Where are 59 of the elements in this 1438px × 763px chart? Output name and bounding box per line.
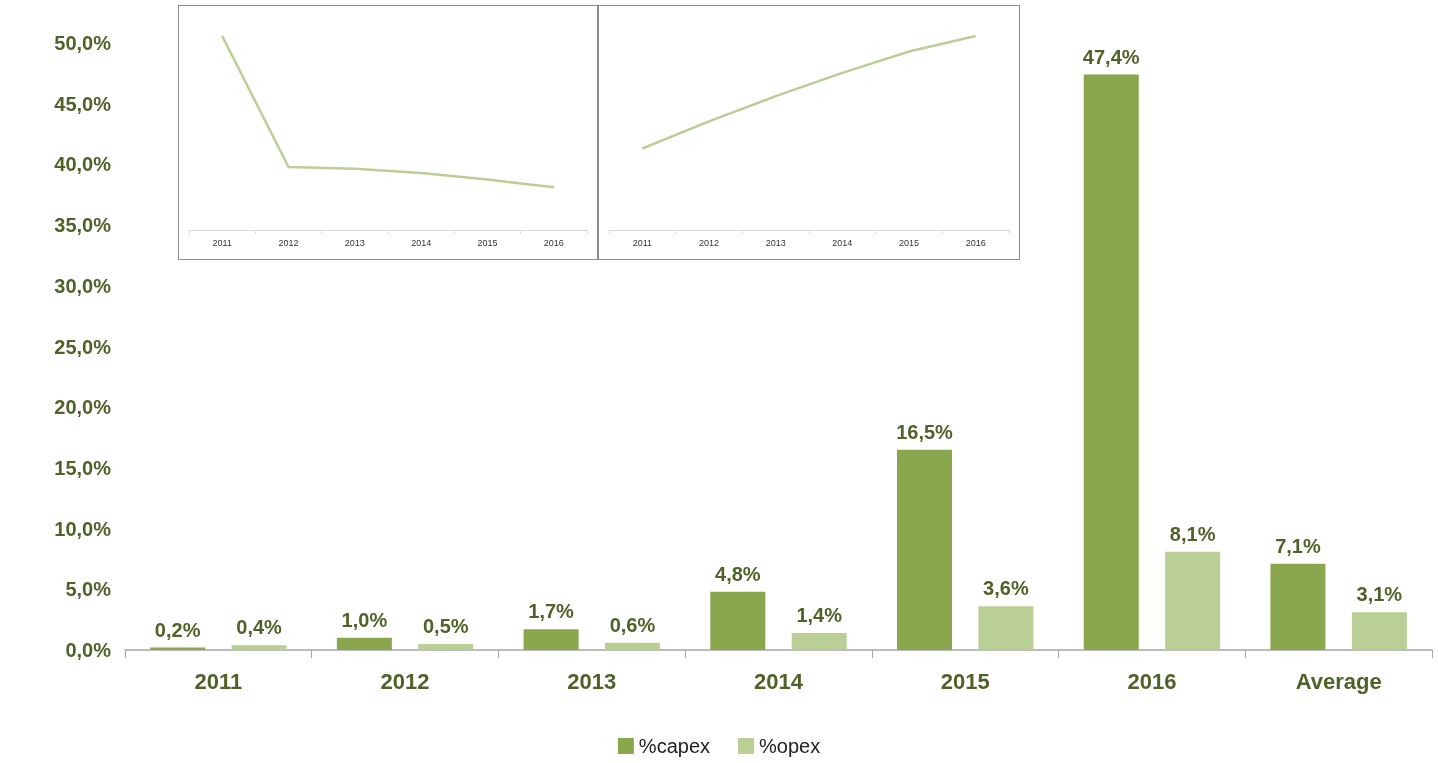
data-label: 0,6% (609, 613, 656, 636)
data-label: 1,0% (341, 608, 388, 631)
y-tick-label: 0,0% (65, 639, 112, 661)
x-tick-label: 2011 (194, 668, 243, 694)
bar (1165, 551, 1221, 650)
data-label: 47,4% (1082, 45, 1140, 68)
x-tick-label: 2011 (632, 237, 653, 248)
data-label: 4,8% (715, 562, 761, 585)
x-tick-label: 2013 (765, 237, 786, 248)
x-tick-label: 2011 (212, 237, 232, 248)
bar (336, 637, 392, 650)
bar (604, 642, 660, 650)
x-tick-label: 2016 (543, 237, 564, 248)
data-label: 0,2% (154, 618, 201, 641)
y-tick-label: 15,0% (54, 456, 112, 479)
x-tick-label: 2012 (698, 237, 720, 248)
y-tick-label: 20,0% (54, 396, 112, 419)
data-label: 3,1% (1356, 583, 1403, 606)
bar (1270, 563, 1326, 650)
x-tick-label: 2012 (278, 237, 299, 248)
legend-label: %capex (638, 735, 710, 757)
x-tick-label: 2015 (477, 237, 498, 248)
bar (791, 633, 847, 650)
x-tick-label: 2013 (344, 237, 365, 248)
bar (978, 606, 1034, 650)
data-label: 8,1% (1169, 522, 1216, 545)
data-label: 1,7% (528, 600, 575, 623)
bar (897, 449, 953, 650)
data-label: 1,4% (796, 604, 843, 626)
legend-label: %opex (759, 735, 821, 757)
bar (418, 643, 474, 650)
bar (231, 645, 287, 650)
y-tick-label: 35,0% (54, 214, 112, 237)
y-tick-label: 30,0% (54, 274, 112, 297)
x-tick-label: 2016 (1127, 668, 1177, 694)
bar (523, 629, 579, 650)
y-tick-label: 25,0% (54, 335, 112, 358)
x-tick-label: Average (1295, 668, 1382, 694)
y-tick-label: 50,0% (54, 32, 112, 54)
data-label: 16,5% (896, 420, 954, 443)
bar (1083, 74, 1139, 650)
y-tick-label: 45,0% (54, 92, 112, 115)
x-tick-label: 2012 (380, 668, 430, 694)
y-tick-label: 10,0% (54, 517, 112, 540)
y-tick-label: 40,0% (54, 153, 112, 176)
y-tick-label: 5,0% (65, 578, 112, 601)
x-tick-label: 2016 (965, 237, 986, 248)
bar (710, 591, 766, 650)
data-label: 3,6% (983, 577, 1029, 600)
x-tick-label: 2015 (898, 237, 920, 248)
data-label: 0,4% (236, 616, 283, 639)
x-tick-label: 2014 (832, 237, 853, 248)
x-tick-label: 2015 (940, 668, 990, 694)
data-label: 0,5% (422, 614, 469, 637)
bar (1351, 612, 1407, 650)
x-tick-label: 2014 (411, 237, 432, 248)
x-tick-label: 2013 (567, 668, 617, 694)
x-tick-label: 2014 (754, 668, 804, 694)
data-label: 7,1% (1275, 534, 1321, 557)
